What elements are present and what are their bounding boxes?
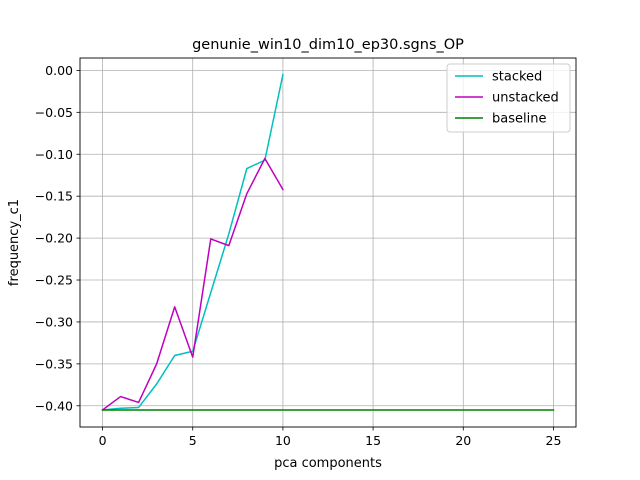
y-tick-label: −0.20	[35, 231, 73, 246]
x-tick-label: 25	[546, 433, 562, 448]
x-tick-label: 20	[455, 433, 471, 448]
series-lines	[101, 73, 555, 412]
y-axis-label: frequency_c1	[7, 199, 22, 286]
legend-box	[446, 63, 571, 133]
y-tick-label: −0.30	[35, 314, 73, 329]
y-tick-label: −0.25	[35, 273, 73, 288]
y-tick-label: −0.10	[35, 147, 73, 162]
series-line-unstacked	[101, 157, 284, 412]
axis-ticks: 0 5 10 15 20 25 0.00 −0.05 −0.10 −0.15 −0.20 −0.25 −…	[35, 63, 562, 448]
y-tick-label: −0.15	[35, 189, 73, 204]
chart-title: genunie_win10_dim10_ep30.sgns_OP	[192, 37, 464, 53]
y-tick-label: −0.05	[35, 105, 73, 120]
legend-label-stacked: stacked	[492, 70, 542, 85]
x-tick-label: 10	[275, 433, 291, 448]
legend-label-baseline: baseline	[492, 112, 546, 127]
x-tick-label: 5	[189, 433, 197, 448]
y-tick-label: −0.35	[35, 356, 73, 371]
x-tick-label: 0	[99, 433, 107, 448]
y-tick-label: 0.00	[45, 63, 73, 78]
legend: stacked unstacked baseline	[446, 63, 571, 133]
plot-frame	[79, 57, 577, 428]
y-tick-label: −0.40	[35, 398, 73, 413]
series-line-stacked	[101, 73, 284, 411]
legend-label-unstacked: unstacked	[492, 91, 559, 106]
x-tick-label: 15	[365, 433, 381, 448]
x-axis-label: pca components	[274, 456, 382, 471]
